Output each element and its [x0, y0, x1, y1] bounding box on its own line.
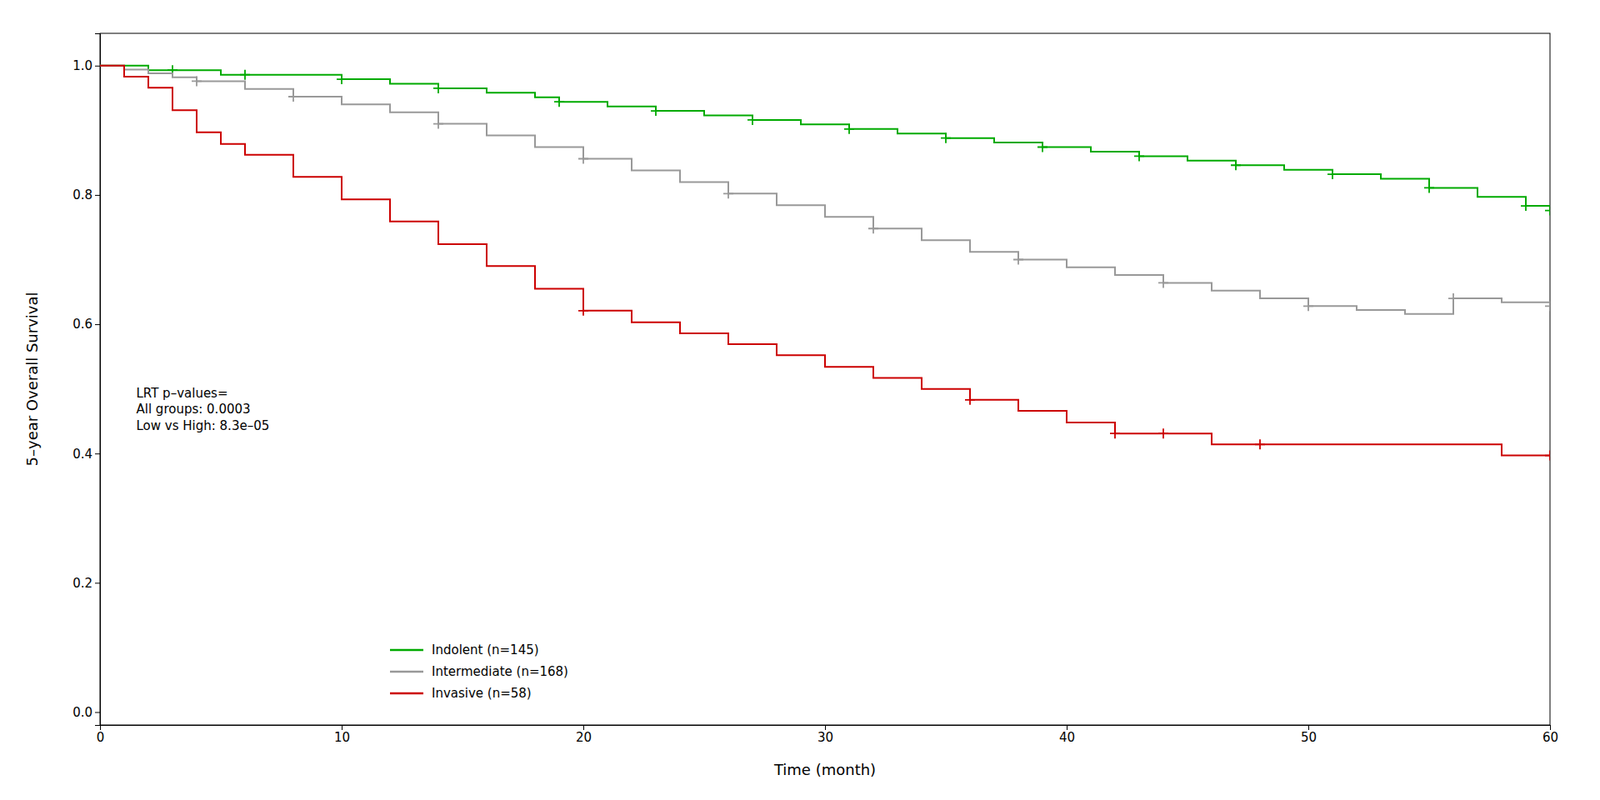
- tick: 0.6: [72, 316, 100, 332]
- censor-marker: [1448, 293, 1459, 304]
- tick-label: 50: [1300, 730, 1317, 745]
- survival-line: [100, 65, 1550, 315]
- censor-marker: [1037, 142, 1048, 153]
- series: [100, 65, 1550, 315]
- censor-marker: [1134, 150, 1145, 161]
- tick: 0.0: [72, 705, 100, 720]
- censor-marker: [1545, 450, 1550, 461]
- censor-marker: [578, 305, 589, 316]
- tick: 0.4: [72, 446, 100, 462]
- survival-line: [100, 65, 1550, 456]
- series: [100, 65, 1550, 461]
- censor-marker: [433, 83, 444, 94]
- censor-marker: [940, 133, 951, 144]
- plot-frame: [100, 33, 1550, 725]
- censor-marker: [868, 223, 879, 234]
- censor-marker: [288, 91, 299, 102]
- legend-label: Indolent (n=145): [431, 642, 540, 658]
- censor-marker: [578, 153, 589, 164]
- series: [100, 65, 1550, 215]
- legend-swatch: [390, 670, 424, 674]
- tick: 0: [96, 725, 105, 745]
- censor-marker: [1158, 428, 1169, 439]
- censor-marker: [1158, 277, 1169, 288]
- censor-marker: [723, 188, 734, 199]
- survival-line: [100, 65, 1550, 211]
- tick-label: 0.4: [72, 446, 93, 462]
- tick: 10: [334, 725, 350, 745]
- tick-label: 1.0: [72, 58, 93, 74]
- tick-label: 0.8: [72, 187, 93, 203]
- tick: 0.2: [72, 575, 100, 591]
- tick: 1.0: [72, 58, 100, 74]
- censor-marker: [191, 75, 202, 86]
- data-marks: [100, 65, 1550, 460]
- y-axis: 0.0 0.2 0.4 0.6 0.8 1.0: [72, 34, 100, 726]
- censor-marker: [844, 124, 855, 135]
- annotation-line: LRT p–values=: [136, 385, 229, 401]
- censor-marker: [1013, 254, 1024, 265]
- tick: 60: [1542, 725, 1559, 745]
- tick-mark: [95, 65, 100, 67]
- tick-label: 0.0: [72, 705, 93, 720]
- censor-marker: [1110, 428, 1120, 439]
- censor-marker: [1303, 300, 1314, 311]
- annotation-line: Low vs High: 8.3e–05: [136, 418, 270, 434]
- censor-marker: [965, 395, 975, 405]
- tick: 40: [1059, 725, 1075, 745]
- tick-label: 40: [1059, 730, 1075, 745]
- tick-mark: [95, 582, 100, 584]
- censor-marker: [1424, 182, 1435, 193]
- legend-item: Indolent (n=145): [390, 642, 540, 658]
- axis-domain: [95, 34, 101, 726]
- y-axis-title: 5–year Overall Survival: [23, 292, 41, 467]
- tick-mark: [95, 324, 100, 325]
- tick-label: 0: [96, 730, 105, 745]
- tick: 30: [817, 725, 834, 745]
- censor-marker: [747, 115, 758, 125]
- tick-label: 30: [817, 730, 834, 745]
- chart-container: 0 10 20 30 40 50 60 0.0 0.2 0.4 0.6 0.8 1.0 Time (mon…: [0, 0, 1600, 800]
- censor-marker: [1327, 169, 1338, 180]
- censor-marker: [650, 105, 661, 116]
- legend-swatch: [390, 649, 424, 652]
- tick-label: 0.2: [72, 575, 93, 591]
- x-axis: 0 10 20 30 40 50 60: [96, 725, 1559, 745]
- legend-swatch: [390, 692, 424, 695]
- tick-label: 10: [334, 730, 350, 745]
- x-axis-title: Time (month): [773, 760, 876, 779]
- censor-marker: [433, 119, 444, 130]
- chart-svg: 0 10 20 30 40 50 60 0.0 0.2 0.4 0.6 0.8 1.0 Time (mon…: [0, 0, 1600, 800]
- legend-item: Invasive (n=58): [390, 685, 532, 701]
- censor-marker: [1545, 300, 1550, 311]
- tick: 20: [575, 725, 592, 745]
- legend-item: Intermediate (n=168): [390, 664, 569, 680]
- tick-label: 20: [575, 730, 592, 745]
- tick: 50: [1300, 725, 1317, 745]
- censor-marker: [554, 96, 565, 107]
- legend-label: Invasive (n=58): [431, 685, 532, 701]
- tick: 0.8: [72, 187, 100, 203]
- tick-label: 60: [1542, 730, 1559, 745]
- censor-marker: [240, 70, 250, 80]
- legend: Indolent (n=145) Intermediate (n=168) Inva…: [390, 642, 569, 701]
- censor-marker: [1520, 200, 1531, 211]
- censor-marker: [1230, 160, 1241, 170]
- censor-marker: [1545, 205, 1550, 216]
- tick-mark: [95, 711, 100, 713]
- annotation: LRT p–values=All groups: 0.0003Low vs Hi…: [136, 385, 270, 434]
- annotation-line: All groups: 0.0003: [136, 401, 251, 417]
- tick-mark: [95, 195, 100, 196]
- legend-label: Intermediate (n=168): [431, 664, 569, 680]
- censor-marker: [336, 74, 347, 85]
- censor-marker: [1255, 439, 1265, 450]
- plot-area: 0 10 20 30 40 50 60 0.0 0.2 0.4 0.6 0.8 1.0 Time (mon…: [23, 33, 1559, 779]
- tick-mark: [95, 453, 100, 455]
- tick-label: 0.6: [72, 316, 93, 332]
